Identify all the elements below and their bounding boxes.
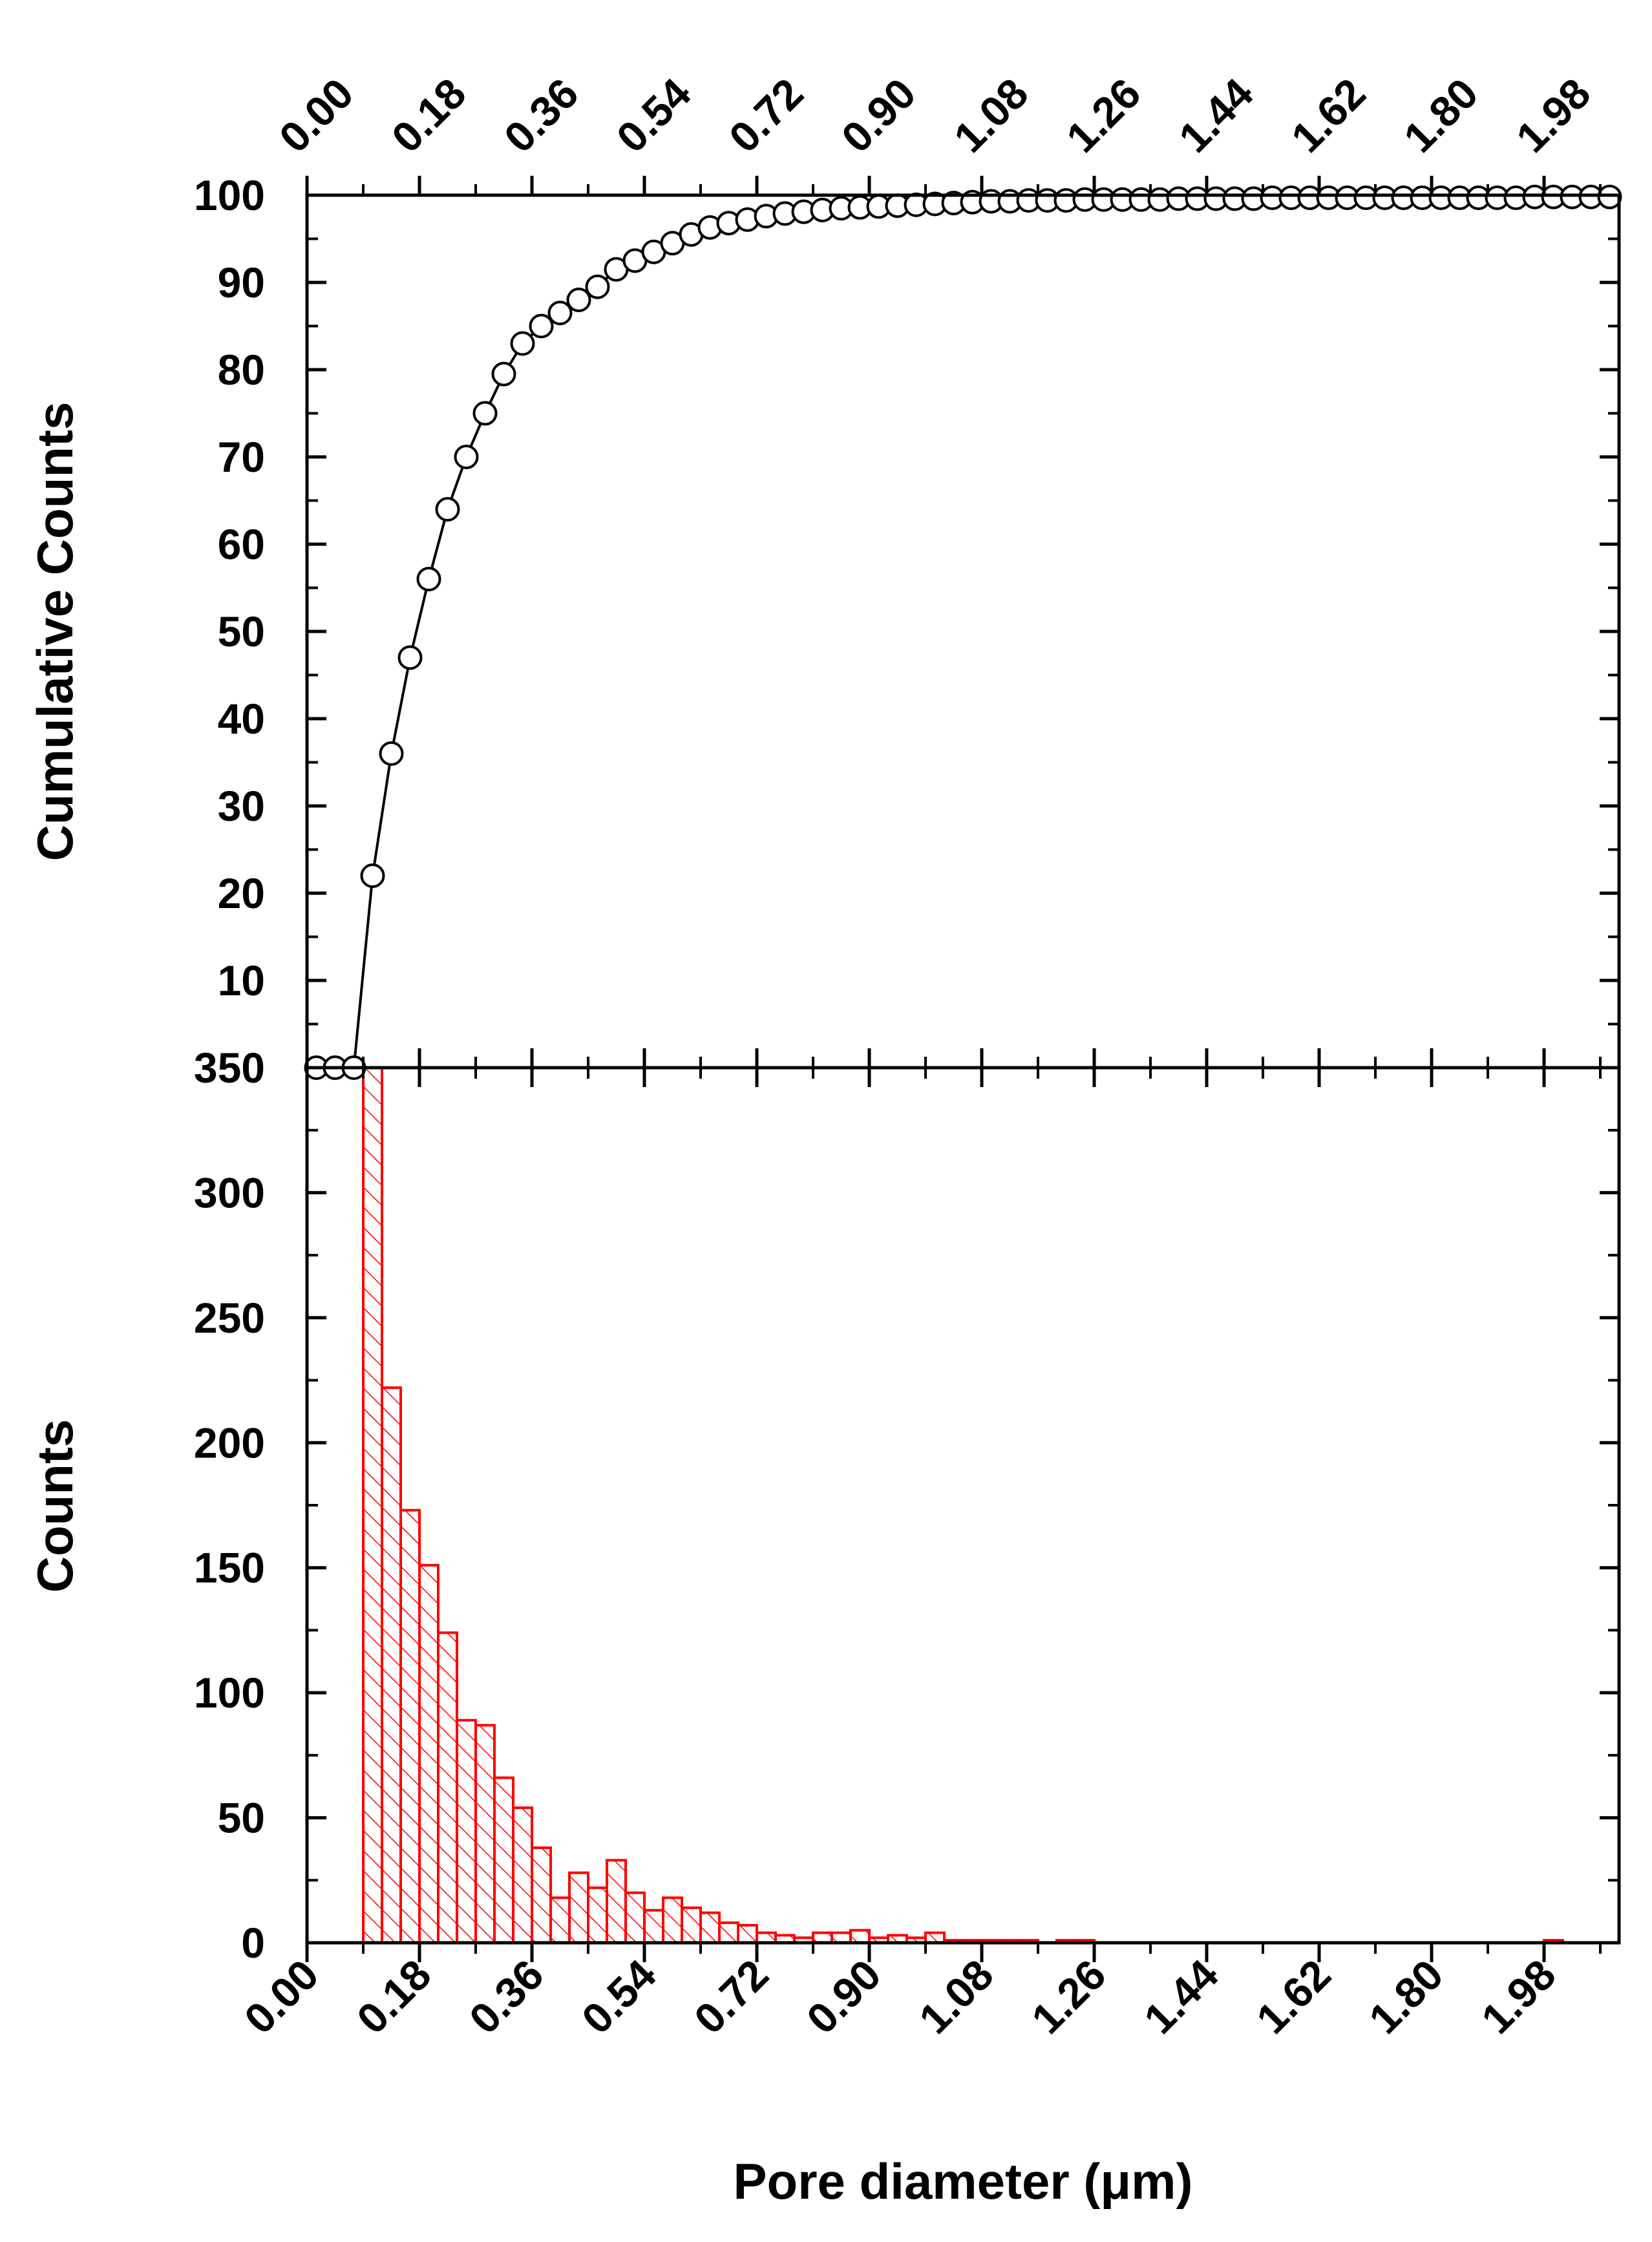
histogram-bar [681, 1906, 702, 1945]
histogram-bar [399, 1508, 421, 1944]
y-tick-label-bottom: 300 [194, 1169, 265, 1216]
x-tick-label-bottom: 1.62 [1247, 1951, 1340, 2043]
histogram-bar [362, 1066, 383, 1944]
cumulative-point [360, 863, 385, 888]
cumulative-point [491, 361, 516, 386]
histogram-bar [624, 1891, 646, 1945]
histogram-bar [474, 1724, 496, 1945]
x-axis-title: Pore diameter (μm) [734, 2153, 1193, 2210]
cumulative-point [379, 741, 404, 766]
cumulative-point [547, 301, 573, 326]
y-tick-label-top: 60 [218, 520, 265, 568]
x-tick-label-top: 1.26 [1057, 69, 1150, 162]
cumulative-plot [304, 184, 1622, 1080]
y-tick-label-bottom: 100 [194, 1669, 265, 1717]
histogram-bar [699, 1911, 721, 1945]
x-tick-label-bottom: 0.36 [460, 1951, 553, 2043]
y-tick-label-top: 70 [218, 433, 265, 481]
axis-ticks [305, 176, 1619, 1962]
histogram-bar [587, 1886, 608, 1944]
x-tick-label-top: 1.80 [1395, 69, 1487, 162]
x-tick-label-bottom: 1.98 [1472, 1951, 1565, 2043]
y-tick-label-top: 100 [194, 171, 265, 219]
y-tick-label-bottom: 50 [218, 1794, 265, 1842]
cumulative-point [510, 331, 535, 356]
histogram-bar [512, 1806, 533, 1945]
cumulative-point [1597, 184, 1622, 209]
x-tick-label-top: 1.62 [1282, 69, 1375, 162]
histogram-bar [849, 1929, 871, 1945]
y-tick-label-bottom: 350 [194, 1044, 265, 1092]
histogram-bar [718, 1921, 739, 1945]
y-tick-label-top: 90 [218, 259, 265, 306]
x-tick-label-top: 0.36 [495, 69, 588, 162]
cumulative-point [397, 645, 423, 670]
cumulative-point [454, 445, 479, 469]
cumulative-point [435, 497, 460, 522]
y-axis-title-bottom: Counts [26, 1419, 83, 1593]
x-tick-label-bottom: 1.80 [1360, 1951, 1452, 2043]
x-tick-label-top: 1.98 [1507, 69, 1600, 162]
x-tick-label-top: 0.90 [832, 69, 925, 162]
y-tick-label-top: 40 [218, 695, 265, 743]
y-tick-label-top: 30 [218, 782, 265, 830]
y-tick-label-bottom: 0 [241, 1919, 265, 1967]
x-tick-label-bottom: 1.44 [1135, 1950, 1227, 2042]
y-tick-label-top: 50 [218, 608, 265, 655]
x-tick-label-bottom: 0.72 [685, 1951, 778, 2043]
x-tick-label-top: 1.08 [945, 69, 1037, 162]
y-axis-title-top: Cumulative Counts [26, 402, 83, 862]
y-tick-label-top: 80 [218, 346, 265, 394]
histogram-bar [437, 1631, 458, 1944]
histogram-bar [531, 1846, 552, 1945]
y-tick-label-top: 20 [218, 869, 265, 917]
histogram-bar [662, 1896, 683, 1945]
cumulative-point [566, 288, 591, 312]
histogram-bar [381, 1386, 402, 1945]
x-tick-label-top: 1.44 [1170, 69, 1262, 162]
x-tick-label-top: 0.00 [270, 69, 363, 162]
histogram-bar [456, 1719, 477, 1944]
x-tick-label-top: 0.18 [383, 69, 475, 162]
x-tick-label-bottom: 0.90 [798, 1951, 890, 2043]
cumulative-point [416, 567, 441, 591]
x-tick-label-bottom: 0.54 [573, 1950, 665, 2042]
x-tick-label-bottom: 1.08 [910, 1951, 1002, 2043]
histogram-bar [549, 1896, 571, 1945]
x-tick-label-top: 0.54 [608, 69, 700, 162]
cumulative-point [472, 401, 498, 426]
cumulative-line [316, 195, 1610, 1069]
y-tick-label-top: 10 [218, 957, 265, 1004]
y-tick-label-bottom: 250 [194, 1294, 265, 1342]
x-tick-label-top: 0.72 [720, 69, 812, 162]
histogram-bar [643, 1909, 664, 1944]
top-panel-frame [305, 193, 1621, 1070]
histogram-plot [362, 1066, 1564, 1945]
histogram-bar [568, 1871, 589, 1944]
y-tick-label-bottom: 150 [194, 1544, 265, 1592]
histogram-bar [737, 1923, 758, 1944]
x-tick-label-bottom: 1.26 [1022, 1951, 1115, 2043]
histogram-bar [606, 1859, 627, 1945]
cumulative-point [529, 313, 554, 339]
cumulative-point [585, 274, 610, 299]
histogram-bar [493, 1776, 514, 1945]
x-tick-label-bottom: 0.18 [348, 1951, 440, 2043]
y-tick-label-bottom: 200 [194, 1419, 265, 1466]
histogram-bar [418, 1563, 439, 1944]
